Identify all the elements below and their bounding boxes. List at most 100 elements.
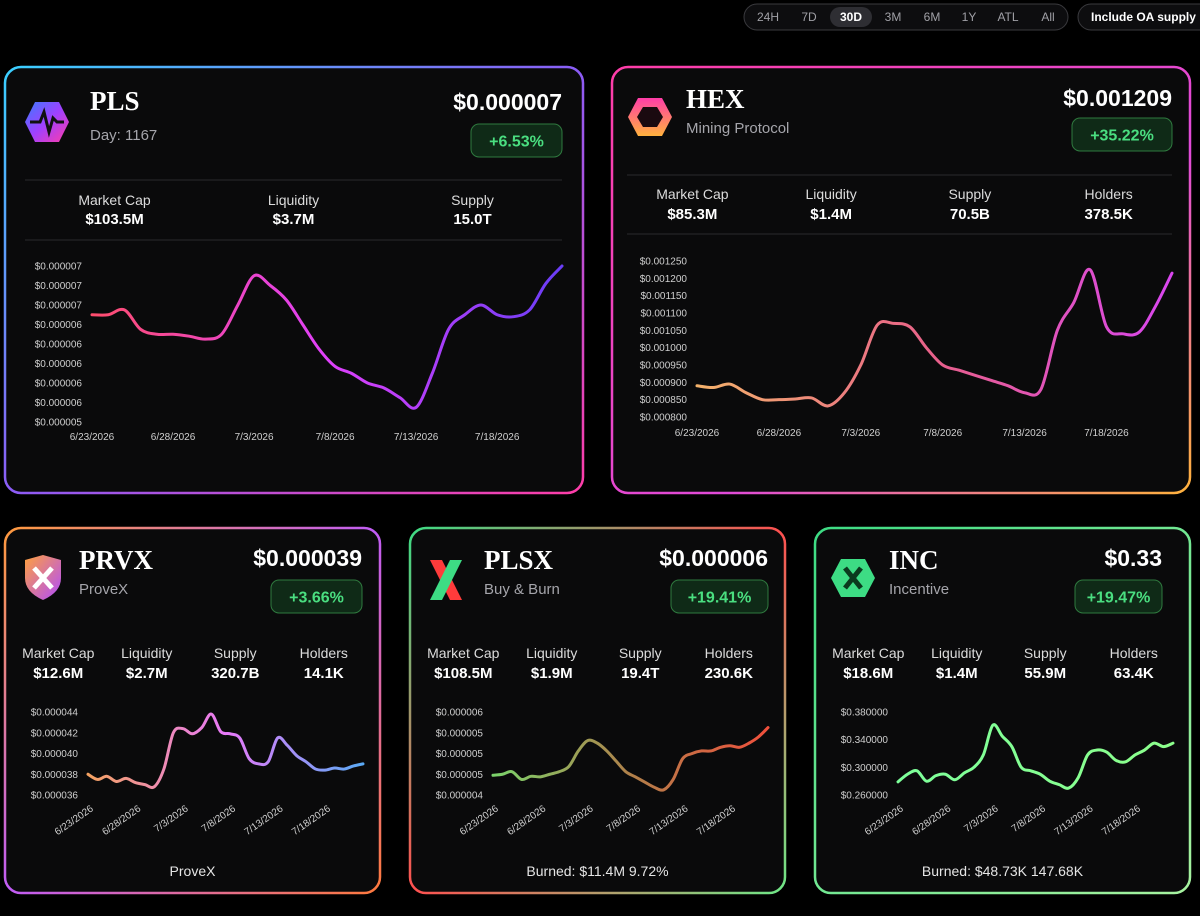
- x-tick-label: 6/23/2026: [70, 432, 115, 443]
- x-tick-label: 7/18/2026: [1084, 428, 1129, 439]
- y-tick-label: $0.000006: [35, 320, 83, 331]
- y-tick-label: $0.000900: [640, 378, 688, 389]
- stat-value: 14.1K: [304, 665, 344, 682]
- range-button[interactable]: 7D: [801, 10, 817, 24]
- change-pill: [270, 579, 363, 614]
- token-symbol: PLS: [90, 86, 140, 116]
- y-tick-label: $0.000006: [35, 379, 83, 390]
- y-tick-label: $0.380000: [841, 708, 889, 719]
- range-button[interactable]: 24H: [757, 10, 779, 24]
- change-pill: [1071, 117, 1173, 152]
- price: $0.000039: [253, 545, 362, 571]
- stat-label: Liquidity: [931, 645, 982, 661]
- token-subtitle: Day: 1167: [90, 127, 157, 144]
- stat-label: Market Cap: [427, 645, 500, 661]
- y-tick-label: $0.000006: [35, 359, 83, 370]
- card[interactable]: [610, 65, 1192, 495]
- stat-value: $2.7M: [126, 665, 168, 682]
- range-button[interactable]: 30D: [840, 10, 862, 24]
- stat-label: Market Cap: [78, 192, 151, 208]
- y-tick-label: $0.000800: [640, 413, 688, 424]
- stat-label: Supply: [1024, 645, 1067, 661]
- plsx-icon: [430, 560, 462, 600]
- y-tick-label: $0.000950: [640, 361, 688, 372]
- range-button[interactable]: 3M: [885, 10, 902, 24]
- change-pill: [1074, 579, 1163, 614]
- token-subtitle: Mining Protocol: [686, 120, 789, 137]
- y-tick-label: $0.000036: [31, 791, 79, 802]
- token-symbol: HEX: [686, 84, 745, 114]
- range-active: [830, 7, 872, 27]
- stat-label: Supply: [451, 192, 494, 208]
- y-tick-label: $0.260000: [841, 791, 889, 802]
- range-group: [743, 3, 1069, 31]
- change-pill: [670, 579, 769, 614]
- token-symbol: PRVX: [79, 545, 154, 575]
- stat-label: Market Cap: [832, 645, 905, 661]
- y-tick-label: $0.000006: [436, 708, 484, 719]
- range-button[interactable]: 6M: [924, 10, 941, 24]
- card-footer: Burned: $11.4M 9.72%: [526, 863, 668, 879]
- y-tick-label: $0.000038: [31, 770, 79, 781]
- change: +19.47%: [1087, 590, 1151, 607]
- price-line: [90, 264, 564, 410]
- price: $0.33: [1104, 545, 1162, 571]
- inc-icon: [831, 559, 875, 597]
- x-tick-label: 7/13/2026: [1002, 428, 1047, 439]
- card[interactable]: [3, 65, 585, 495]
- stat-value: 320.7B: [211, 665, 260, 682]
- stat-label: Liquidity: [121, 645, 172, 661]
- card-footer: ProveX: [170, 863, 217, 879]
- y-tick-label: $0.000005: [436, 749, 484, 760]
- price-line: [86, 712, 365, 790]
- y-tick-label: $0.300000: [841, 763, 889, 774]
- x-tick-label: 7/3/2026: [841, 428, 880, 439]
- y-tick-label: $0.000007: [35, 281, 83, 292]
- card[interactable]: [3, 526, 382, 895]
- price: $0.000007: [453, 89, 562, 115]
- stat-value: $1.4M: [810, 206, 852, 223]
- stat-value: $3.7M: [273, 211, 315, 228]
- y-tick-label: $0.000007: [35, 262, 83, 273]
- stat-value: 230.6K: [705, 665, 754, 682]
- oa-button-box[interactable]: [1077, 3, 1200, 31]
- card-footer: Burned: $48.73K 147.68K: [922, 863, 1084, 879]
- stat-label: Supply: [948, 186, 991, 202]
- stat-label: Supply: [214, 645, 257, 661]
- stat-label: Holders: [705, 645, 753, 661]
- stat-value: $12.6M: [33, 665, 83, 682]
- card[interactable]: [813, 526, 1192, 895]
- token-subtitle: Incentive: [889, 581, 949, 598]
- stat-value: $1.9M: [531, 665, 573, 682]
- range-button[interactable]: All: [1041, 10, 1054, 24]
- token-symbol: INC: [889, 545, 939, 575]
- y-tick-label: $0.001000: [640, 343, 688, 354]
- stat-label: Supply: [619, 645, 662, 661]
- y-tick-label: $0.000005: [436, 770, 484, 781]
- stat-value: $1.4M: [936, 665, 978, 682]
- stat-label: Liquidity: [526, 645, 577, 661]
- card[interactable]: [408, 526, 787, 895]
- stat-label: Holders: [300, 645, 348, 661]
- y-tick-label: $0.001150: [640, 291, 687, 302]
- x-tick-label: 7/8/2026: [316, 432, 355, 443]
- token-subtitle: Buy & Burn: [484, 581, 560, 598]
- y-tick-label: $0.000850: [640, 395, 688, 406]
- x-tick-label: 6/28/2026: [757, 428, 802, 439]
- y-tick-label: $0.000005: [436, 728, 484, 739]
- stat-label: Liquidity: [805, 186, 856, 202]
- stat-label: Holders: [1110, 645, 1158, 661]
- hex-icon: [628, 98, 672, 136]
- range-button[interactable]: 1Y: [962, 10, 977, 24]
- range-button[interactable]: ATL: [997, 10, 1018, 24]
- price: $0.000006: [659, 545, 768, 571]
- y-tick-label: $0.340000: [841, 735, 889, 746]
- oa-button[interactable]: Include OA supply: [1091, 10, 1196, 24]
- stat-value: $18.6M: [843, 665, 893, 682]
- stat-label: Market Cap: [656, 186, 729, 202]
- stat-value: $103.5M: [85, 211, 143, 228]
- price: $0.001209: [1063, 85, 1172, 111]
- stat-value: $108.5M: [434, 665, 492, 682]
